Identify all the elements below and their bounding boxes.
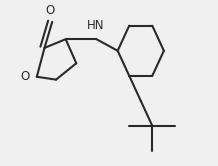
Text: O: O [46, 4, 55, 17]
Text: HN: HN [87, 19, 104, 33]
Text: O: O [20, 70, 29, 83]
